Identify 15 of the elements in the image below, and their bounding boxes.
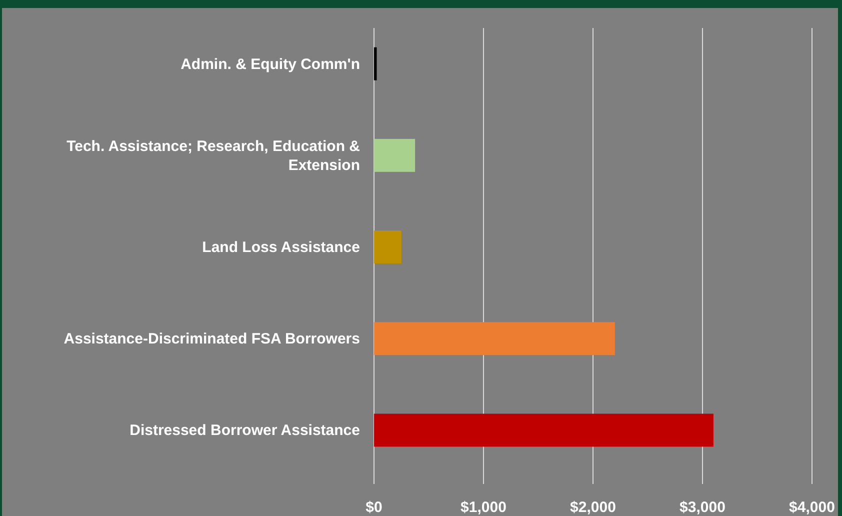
bar [374,414,714,447]
x-tick-label: $2,000 [570,499,616,516]
y-tick-label: Tech. Assistance; Research, Education & Extension [66,137,360,174]
bar [374,230,402,264]
bar [374,138,416,172]
y-tick-label: Distressed Borrower Assistance [130,422,360,439]
x-tick-label: $1,000 [460,499,506,516]
x-tick-label: $0 [366,499,382,516]
x-tick-label: $3,000 [680,499,726,516]
y-tick-label: Land Loss Assistance [202,238,360,256]
y-tick-label: Admin. & Equity Comm'n [180,55,360,72]
y-tick-label: Assistance-Discriminated FSA Borrowers [64,330,360,348]
x-tick-label: $4,000 [789,499,835,516]
bar [374,47,377,80]
bar [374,322,615,356]
